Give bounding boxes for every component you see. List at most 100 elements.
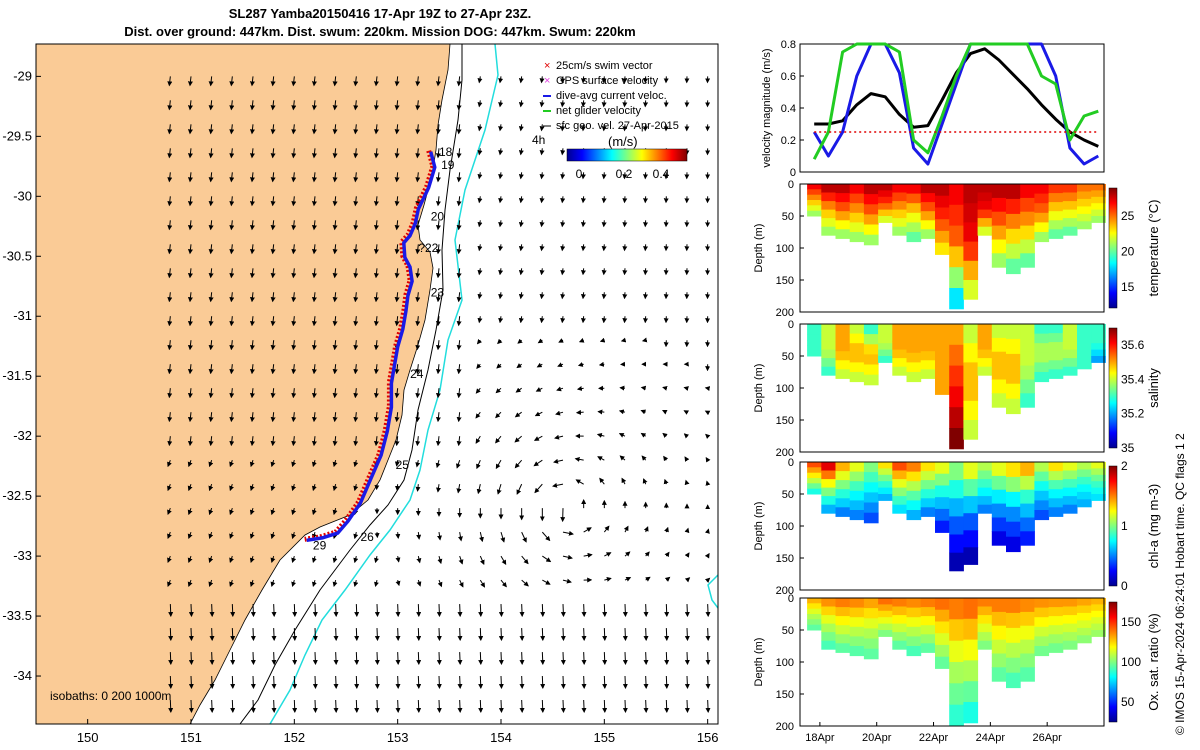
temperature-cell-7-5 bbox=[906, 232, 922, 243]
chla-cell-7-3 bbox=[906, 490, 922, 501]
velocity-arrow-269 bbox=[354, 699, 360, 714]
velocity-arrow-313 bbox=[394, 460, 400, 467]
velocity-arrow-65 bbox=[208, 340, 214, 351]
temperature-cell-1-2 bbox=[821, 201, 836, 211]
velocity-arrow-364 bbox=[435, 388, 441, 399]
velocity-arrow-613 bbox=[623, 525, 629, 533]
velocity-arrow-300 bbox=[394, 148, 400, 159]
velocity-arrow-343 bbox=[416, 532, 422, 540]
glider-track-swim-vectors bbox=[304, 150, 436, 542]
velocity-arrow-248 bbox=[353, 196, 359, 207]
velocity-arrow-280 bbox=[373, 316, 379, 327]
temperature-cell-7-0 bbox=[906, 184, 922, 195]
salinity-cell-4-3 bbox=[863, 354, 879, 365]
velocity-arrow-298 bbox=[394, 100, 400, 111]
temperature-cell-4-5 bbox=[863, 234, 879, 246]
velocity-arrow-717 bbox=[705, 433, 711, 439]
velocity-arrow-291 bbox=[374, 579, 379, 588]
chla-cell-14-4 bbox=[1006, 521, 1021, 538]
oxygen-cell-18-3 bbox=[1062, 623, 1078, 633]
oxygen-cell-19-5 bbox=[1077, 635, 1092, 644]
velocity-arrow-232 bbox=[332, 460, 338, 468]
chla-cbar-tick-2: 2 bbox=[1121, 459, 1128, 473]
velocity-arrow-435 bbox=[498, 148, 504, 156]
chla-cell-15-4 bbox=[1020, 517, 1035, 532]
velocity-arrow-134 bbox=[250, 699, 256, 714]
velocity-arrow-604 bbox=[622, 316, 628, 324]
temperature-cell-11-4 bbox=[963, 260, 979, 281]
velocity-arrow-490 bbox=[539, 172, 545, 180]
velocity-arrow-50 bbox=[188, 628, 194, 642]
velocity-arrow-346 bbox=[416, 604, 422, 618]
temperature-cell-16-0 bbox=[1034, 184, 1050, 195]
oxygen-cell-11-1 bbox=[963, 618, 979, 641]
velocity-arrow-507 bbox=[542, 579, 551, 585]
velocity-arrow-14 bbox=[167, 412, 173, 423]
velocity-arrow-311 bbox=[394, 412, 400, 423]
velocity-ylabel: velocity magnitude (m/s) bbox=[761, 48, 773, 167]
chla-cell-3-1 bbox=[849, 471, 865, 482]
oxygen-cell-7-4 bbox=[906, 636, 922, 647]
velocity-arrow-505 bbox=[541, 531, 551, 542]
velocity-arrow-233 bbox=[332, 484, 338, 492]
chla-cell-4-2 bbox=[863, 482, 879, 493]
chla-cell-5-5 bbox=[878, 494, 893, 501]
velocity-arrow-40 bbox=[187, 388, 193, 399]
temperature-cell-4-0 bbox=[863, 184, 879, 195]
velocity-arrow-567 bbox=[601, 76, 607, 84]
velocity-arrow-115 bbox=[249, 244, 255, 255]
velocity-arrow-333 bbox=[415, 292, 421, 303]
velocity-arrow-402 bbox=[457, 652, 463, 666]
salinity-cell-12-3 bbox=[977, 349, 993, 359]
velocity-arrow-378 bbox=[456, 76, 462, 87]
velocity-arrow-32 bbox=[187, 196, 193, 207]
velocity-arrow-268 bbox=[354, 676, 360, 690]
velocity-arrow-70 bbox=[208, 459, 214, 468]
velocity-arrow-306 bbox=[394, 292, 400, 303]
oxygen-cell-6-4 bbox=[892, 632, 907, 642]
velocity-arrow-691 bbox=[684, 456, 690, 462]
chla-cell-19-0 bbox=[1077, 462, 1092, 470]
temperature-cell-18-2 bbox=[1062, 201, 1078, 211]
velocity-arrow-188 bbox=[292, 699, 298, 714]
chla-cell-11-1 bbox=[963, 479, 979, 497]
oxygen-cell-16-1 bbox=[1034, 607, 1050, 618]
velocity-arrow-689 bbox=[683, 410, 690, 415]
salinity-cell-1-0 bbox=[821, 324, 836, 333]
velocity-arrow-155 bbox=[270, 555, 276, 564]
velocity-arrow-556 bbox=[574, 456, 584, 462]
salinity-cell-13-5 bbox=[991, 393, 1007, 408]
temperature-cell-2-2 bbox=[835, 202, 851, 212]
velocity-arrow-541 bbox=[580, 100, 586, 108]
velocity-arrow-388 bbox=[456, 316, 462, 327]
velocity-arrow-532 bbox=[562, 530, 574, 536]
temperature-cell-0-1 bbox=[807, 189, 822, 196]
salinity-cell-6-3 bbox=[892, 349, 907, 359]
chla-cell-20-1 bbox=[1091, 468, 1106, 476]
chla-cell-18-2 bbox=[1062, 479, 1078, 489]
velocity-arrow-667 bbox=[664, 526, 669, 533]
isobath-1000m bbox=[269, 44, 499, 724]
chla-cell-1-1 bbox=[821, 470, 836, 480]
velocity-arrow-373 bbox=[436, 604, 442, 618]
velocity-arrow-169 bbox=[291, 244, 297, 255]
temperature-cell-5-3 bbox=[878, 203, 893, 211]
chla-y-tick-label-4: 200 bbox=[776, 585, 794, 597]
temperature-cell-20-5 bbox=[1091, 216, 1106, 223]
velocity-arrow-299 bbox=[394, 124, 400, 135]
velocity-arrow-697 bbox=[684, 604, 690, 618]
velocity-arrow-525 bbox=[557, 362, 564, 368]
chla-cell-3-0 bbox=[849, 462, 865, 473]
map-y-tick-label-9: -33.5 bbox=[2, 608, 32, 623]
velocity-arrow-322 bbox=[395, 676, 401, 690]
chla-ylabel: Depth (m) bbox=[753, 502, 765, 551]
velocity-arrow-93 bbox=[229, 364, 235, 375]
velocity-arrow-37 bbox=[187, 316, 193, 327]
velocity-arrow-387 bbox=[456, 292, 462, 303]
velocity-arrow-3 bbox=[167, 148, 173, 159]
oxygen-cell-5-1 bbox=[878, 604, 893, 612]
velocity-arrow-430 bbox=[478, 676, 484, 690]
oxygen-cell-13-0 bbox=[991, 598, 1007, 613]
salinity-cbar-tick-1: 35.2 bbox=[1121, 407, 1145, 421]
